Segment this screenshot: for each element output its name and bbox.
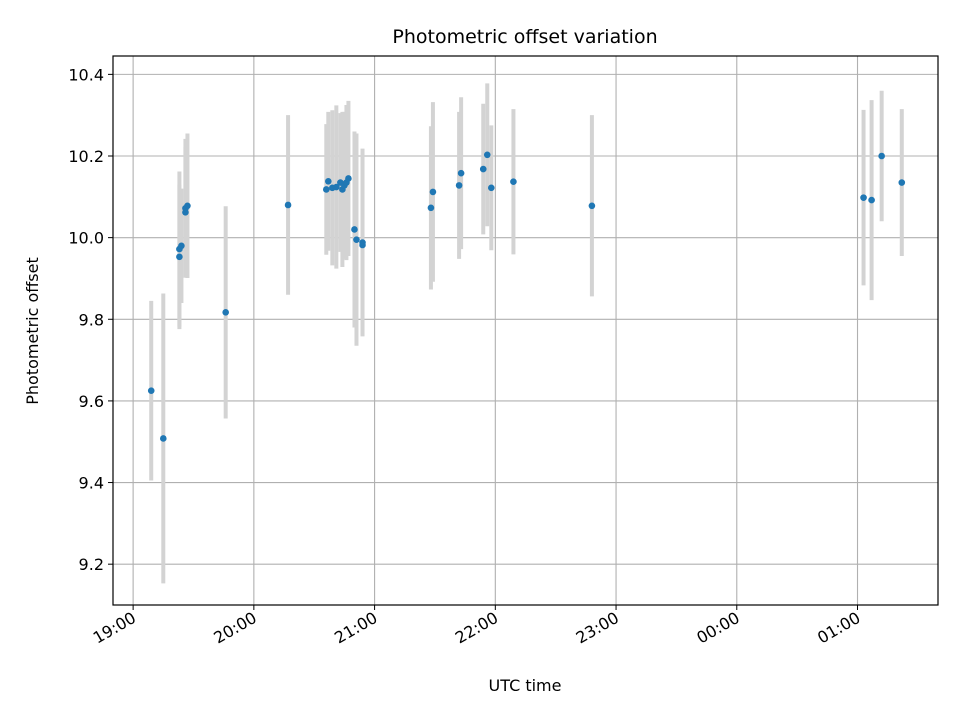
error-bars: [149, 83, 904, 584]
data-point: [429, 188, 437, 196]
y-tick-label: 9.8: [79, 310, 104, 329]
data-point: [160, 435, 167, 442]
y-tick-label: 9.6: [79, 392, 104, 411]
x-tick-label: 01:00: [814, 608, 863, 648]
y-tick-label: 10.4: [68, 65, 104, 84]
data-point: [178, 242, 185, 250]
data-point: [333, 183, 340, 191]
data-point: [284, 201, 292, 209]
y-axis: 9.2 9.4 9.6 9.8 10.0 10.2 10.4: [68, 65, 113, 574]
data-point: [479, 165, 487, 173]
data-points: [147, 151, 906, 442]
data-point: [487, 184, 495, 192]
y-tick-label: 9.4: [79, 474, 104, 493]
data-point: [353, 236, 360, 243]
x-tick-label: 22:00: [452, 608, 501, 648]
plot-frame: [112, 55, 939, 606]
y-tick-label: 9.2: [79, 555, 104, 574]
data-point: [359, 241, 366, 249]
data-point: [427, 204, 435, 212]
grid: [113, 56, 938, 605]
data-point: [898, 179, 906, 186]
data-point: [455, 182, 463, 189]
data-point: [588, 202, 596, 210]
y-tick-label: 10.0: [68, 229, 104, 248]
x-axis-label: UTC time: [489, 676, 562, 695]
y-axis-label: Photometric offset: [23, 257, 42, 405]
data-point: [147, 387, 155, 395]
x-tick-label: 19:00: [90, 608, 139, 648]
chart-title: Photometric offset variation: [392, 26, 657, 48]
data-point: [860, 194, 867, 201]
data-point: [222, 309, 229, 316]
data-point: [176, 253, 183, 261]
data-point: [457, 169, 465, 177]
data-point: [184, 202, 191, 210]
data-point: [868, 196, 875, 204]
data-point: [351, 226, 358, 233]
x-tick-label: 23:00: [573, 608, 622, 648]
data-point: [325, 178, 332, 185]
data-point: [878, 152, 885, 160]
data-point: [510, 178, 517, 186]
data-point: [483, 151, 491, 159]
y-tick-label: 10.2: [68, 147, 104, 166]
data-point: [345, 175, 352, 182]
x-tick-label: 20:00: [210, 608, 259, 648]
x-tick-label: 21:00: [331, 608, 380, 648]
x-tick-label: 00:00: [693, 608, 742, 648]
data-point: [322, 186, 330, 193]
x-axis: 19:00 20:00 21:00 22:00 23:00 00:00 01:00: [90, 605, 864, 648]
